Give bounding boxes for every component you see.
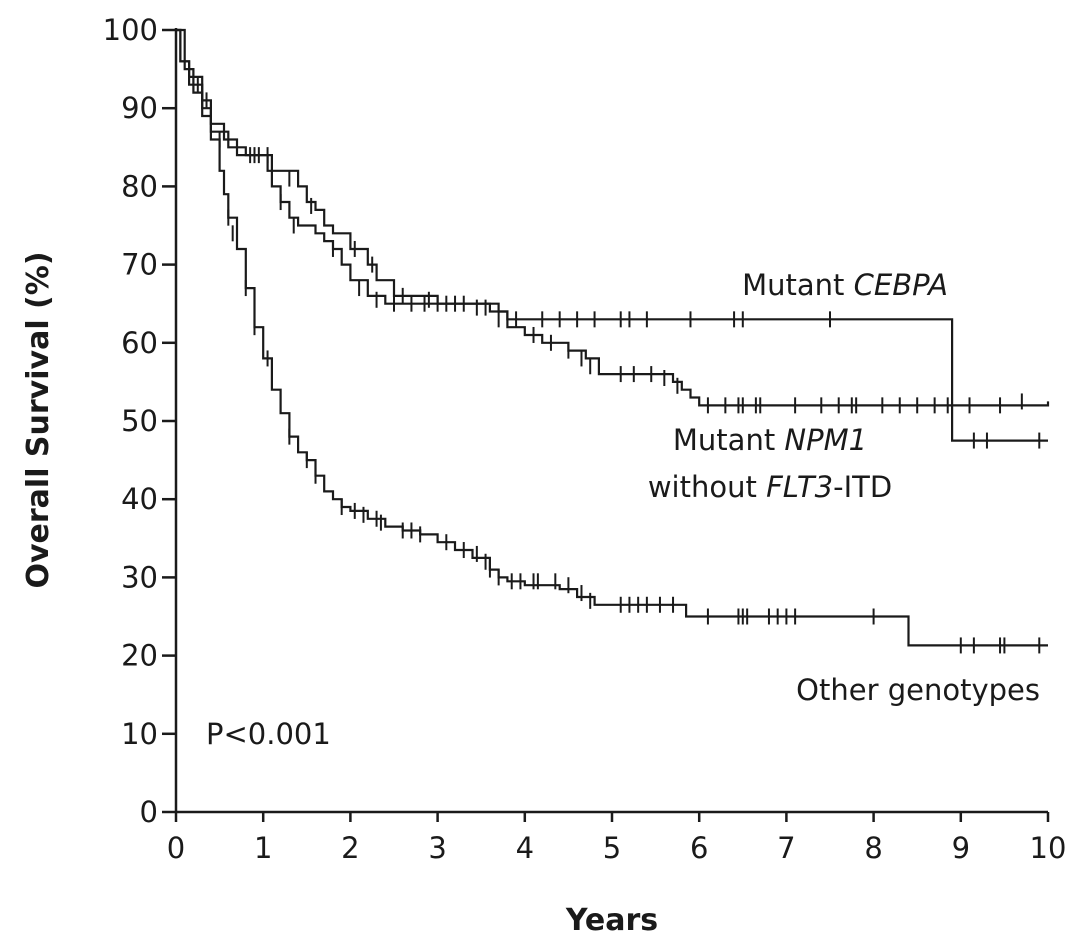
series-labels: Mutant CEBPA Mutant NPM1 without FLT3-ITD O…: [648, 268, 1040, 707]
y-tick-label: 100: [103, 13, 158, 47]
p-value-annotation: P<0.001: [206, 717, 331, 751]
label-mutant-cebpa: Mutant CEBPA: [742, 268, 948, 302]
y-tick-label: 80: [121, 169, 158, 203]
y-tick-label: 50: [121, 404, 158, 438]
y-tick-label: 90: [121, 91, 158, 125]
x-tick-label: 4: [516, 831, 534, 865]
y-tick-label: 60: [121, 326, 158, 360]
censor-marks: [192, 68, 1041, 654]
x-tick-label: 8: [864, 831, 882, 865]
y-tick-label: 20: [121, 639, 158, 673]
x-axis-title: Years: [565, 903, 658, 938]
y-tick-label: 70: [121, 248, 158, 282]
x-tick-label: 3: [428, 831, 446, 865]
x-tick-label: 2: [341, 831, 359, 865]
x-tick-label: 6: [690, 831, 708, 865]
y-tick-label: 30: [121, 560, 158, 594]
label-other-genotypes: Other genotypes: [796, 673, 1040, 707]
label-mutant-npm1-without-flt3-itd: without FLT3-ITD: [648, 470, 892, 504]
y-tick-label: 0: [140, 795, 158, 829]
x-tick-label: 7: [777, 831, 795, 865]
x-tick-label: 0: [167, 831, 185, 865]
y-axis-title: Overall Survival (%): [21, 251, 56, 588]
curve-mutant-npm1-without-flt3-itd: [176, 28, 1050, 407]
label-mutant-npm1-without-flt3-itd: Mutant NPM1: [673, 423, 867, 457]
y-tick-label: 40: [121, 482, 158, 516]
x-tick-label: 5: [603, 831, 621, 865]
x-tick-label: 10: [1030, 831, 1067, 865]
y-tick-label: 10: [121, 717, 158, 751]
x-tick-label: 9: [952, 831, 970, 865]
x-tick-label: 1: [254, 831, 272, 865]
survival-curves: [176, 28, 1050, 647]
curve-other-genotypes: [176, 28, 1048, 647]
curve-mutant-cebpa: [176, 28, 1048, 442]
